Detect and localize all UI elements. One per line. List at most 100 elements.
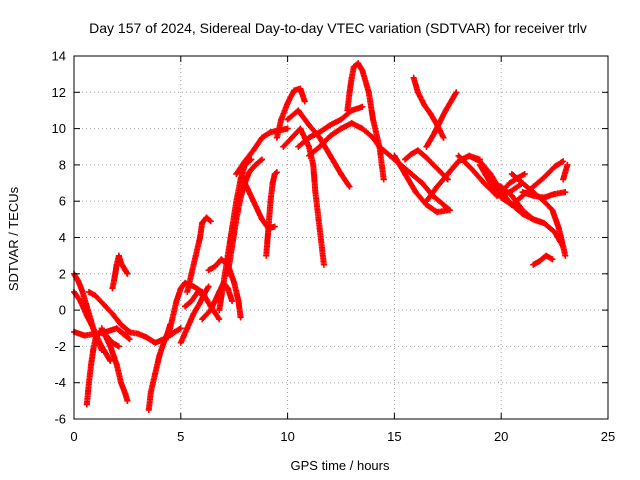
data-point <box>265 225 272 232</box>
data-point <box>201 292 208 299</box>
data-point <box>338 170 344 177</box>
data-point <box>316 143 323 150</box>
data-point <box>434 165 441 172</box>
data-point <box>250 147 257 154</box>
y-tick-label: 6 <box>59 194 66 209</box>
data-point <box>271 223 278 230</box>
y-axis-label: SDTVAR / TECUs <box>6 186 21 291</box>
series-markers <box>423 89 460 150</box>
data-point <box>427 111 434 118</box>
data-point <box>113 261 120 268</box>
chart-title: Day 157 of 2024, Sidereal Day-to-day VTE… <box>89 20 587 36</box>
data-point <box>288 134 295 141</box>
data-point <box>414 147 421 154</box>
data-point <box>117 379 124 386</box>
data-point <box>391 152 398 159</box>
data-point <box>197 299 204 306</box>
data-point <box>205 283 212 290</box>
data-point <box>316 134 323 141</box>
data-point <box>515 174 522 181</box>
data-point <box>564 161 571 168</box>
data-point <box>327 152 334 159</box>
series-markers <box>508 158 567 208</box>
y-tick-label: 2 <box>59 266 66 281</box>
data-point <box>113 361 120 368</box>
data-point <box>169 316 176 323</box>
data-point <box>434 209 441 216</box>
data-point <box>273 134 280 141</box>
data-point <box>338 125 344 132</box>
data-point <box>402 156 409 163</box>
x-tick-label: 0 <box>70 429 77 444</box>
data-point <box>284 116 291 123</box>
data-point <box>555 225 562 232</box>
data-point <box>278 116 285 123</box>
data-point <box>190 283 197 290</box>
y-tick-label: -4 <box>54 375 66 390</box>
data-point <box>126 336 133 343</box>
data-point <box>421 102 428 109</box>
data-point <box>423 198 430 205</box>
y-tick-label: 14 <box>52 49 66 64</box>
data-point <box>560 176 567 183</box>
data-point <box>402 170 409 177</box>
data-point <box>188 270 195 277</box>
data-point <box>199 219 206 226</box>
y-tick-label: 8 <box>59 157 66 172</box>
data-point <box>365 89 372 96</box>
data-point <box>291 87 298 94</box>
series-markers <box>71 270 105 353</box>
series-track-29 <box>402 147 451 183</box>
data-point <box>92 292 99 299</box>
data-point <box>192 252 199 259</box>
data-point <box>359 67 366 74</box>
data-point <box>124 270 131 277</box>
data-point <box>305 152 312 159</box>
series-track-38 <box>508 158 567 208</box>
data-point <box>184 288 191 295</box>
series-track-18 <box>233 125 291 177</box>
data-point <box>453 89 460 96</box>
data-point <box>199 316 206 323</box>
data-point <box>543 252 550 259</box>
data-point <box>83 303 90 310</box>
data-point <box>348 120 355 127</box>
data-point <box>113 325 120 332</box>
data-point <box>115 252 122 259</box>
data-point <box>519 180 526 187</box>
data-point <box>423 143 430 150</box>
data-point <box>487 170 494 177</box>
data-point <box>107 343 114 350</box>
data-point <box>241 180 248 187</box>
data-point <box>218 256 225 263</box>
y-tick-label: 0 <box>59 303 66 318</box>
data-point <box>305 121 312 128</box>
data-point <box>310 161 317 168</box>
data-point <box>355 60 362 67</box>
data-point <box>530 261 537 268</box>
data-point <box>235 298 242 305</box>
data-point <box>436 120 443 127</box>
data-point <box>536 258 543 265</box>
data-point <box>98 325 105 332</box>
series-track-07 <box>109 252 131 292</box>
data-point <box>519 207 526 214</box>
y-tick-label: 10 <box>52 121 66 136</box>
data-markers <box>71 60 571 413</box>
data-point <box>297 85 304 92</box>
data-point <box>233 216 240 223</box>
data-point <box>440 201 447 208</box>
data-point <box>211 263 218 270</box>
data-point <box>560 158 567 165</box>
data-point <box>530 216 537 223</box>
data-point <box>194 288 201 295</box>
data-point <box>160 339 167 346</box>
data-point <box>147 388 154 395</box>
data-point <box>316 129 323 136</box>
data-point <box>508 192 515 199</box>
data-point <box>83 401 90 408</box>
data-point <box>498 194 505 201</box>
series-track-08 <box>124 325 184 346</box>
data-point <box>224 285 231 292</box>
